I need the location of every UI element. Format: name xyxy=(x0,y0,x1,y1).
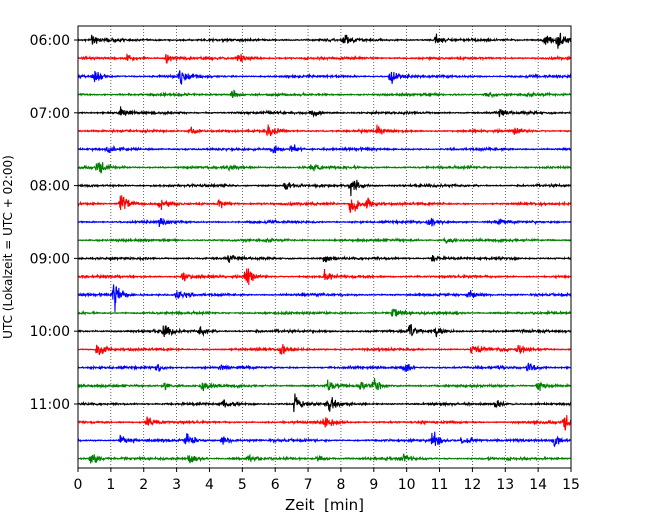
y-axis: 06:00 07:00 08:00 09:00 10:00 11:00 xyxy=(30,33,78,413)
x-tick-label: 0 xyxy=(74,477,83,493)
y-tick-label: 11:00 xyxy=(30,397,70,413)
y-tick-label: 07:00 xyxy=(30,106,70,122)
y-tick-label: 08:00 xyxy=(30,179,70,195)
seismogram-trace xyxy=(77,431,572,448)
seismogram-trace xyxy=(77,308,572,318)
seismogram-trace xyxy=(77,89,572,99)
x-axis: 0 1 2 3 4 5 6 7 8 9 10 11 12 13 14 15 xyxy=(74,468,580,493)
plot-frame xyxy=(77,25,572,469)
x-tick-label: 5 xyxy=(238,477,247,493)
x-tick-label: 6 xyxy=(271,477,280,493)
seismogram-trace xyxy=(77,70,572,85)
seismogram-trace xyxy=(77,217,572,227)
plot-area-background xyxy=(78,26,571,468)
seismogram-trace xyxy=(77,453,572,464)
y-tick-label: 09:00 xyxy=(30,251,70,267)
seismogram-trace xyxy=(77,393,572,413)
x-tick-label: 1 xyxy=(106,477,115,493)
seismogram-trace xyxy=(77,53,572,64)
trace-group xyxy=(77,32,572,464)
x-tick-label: 12 xyxy=(463,477,481,493)
x-axis-label: Zeit [min] xyxy=(285,496,364,514)
x-tick-label: 11 xyxy=(431,477,449,493)
x-tick-label: 13 xyxy=(496,477,514,493)
seismogram-trace xyxy=(77,323,572,338)
y-tick-label: 10:00 xyxy=(30,324,70,340)
x-tick-label: 8 xyxy=(336,477,345,493)
x-tick-label: 7 xyxy=(304,477,313,493)
y-tick-label: 06:00 xyxy=(30,33,70,49)
x-tick-label: 14 xyxy=(529,477,547,493)
x-tick-label: 4 xyxy=(205,477,214,493)
x-tick-label: 2 xyxy=(139,477,148,493)
seismogram-trace xyxy=(77,32,572,49)
seismogram-trace xyxy=(77,343,572,356)
y-axis-label: UTC (Lokalzeit = UTC + 02:00) xyxy=(1,155,15,339)
seismogram-trace xyxy=(77,179,572,197)
seismogram-trace xyxy=(77,236,572,244)
seismogram-trace xyxy=(77,144,572,155)
seismogram-trace xyxy=(77,161,572,174)
seismogram-trace xyxy=(77,377,572,392)
x-tick-label: 3 xyxy=(172,477,181,493)
seismogram-trace xyxy=(77,415,572,431)
seismogram-trace xyxy=(77,284,572,312)
seismogram-trace xyxy=(77,254,572,263)
x-tick-label: 10 xyxy=(398,477,416,493)
seismogram-trace xyxy=(77,195,572,213)
seismogram-trace xyxy=(77,124,572,137)
x-tick-label: 9 xyxy=(369,477,378,493)
seismogram-trace xyxy=(77,106,572,118)
seismogram-trace xyxy=(77,362,572,373)
seismogram-trace xyxy=(77,268,572,285)
x-tick-label: 15 xyxy=(562,477,580,493)
